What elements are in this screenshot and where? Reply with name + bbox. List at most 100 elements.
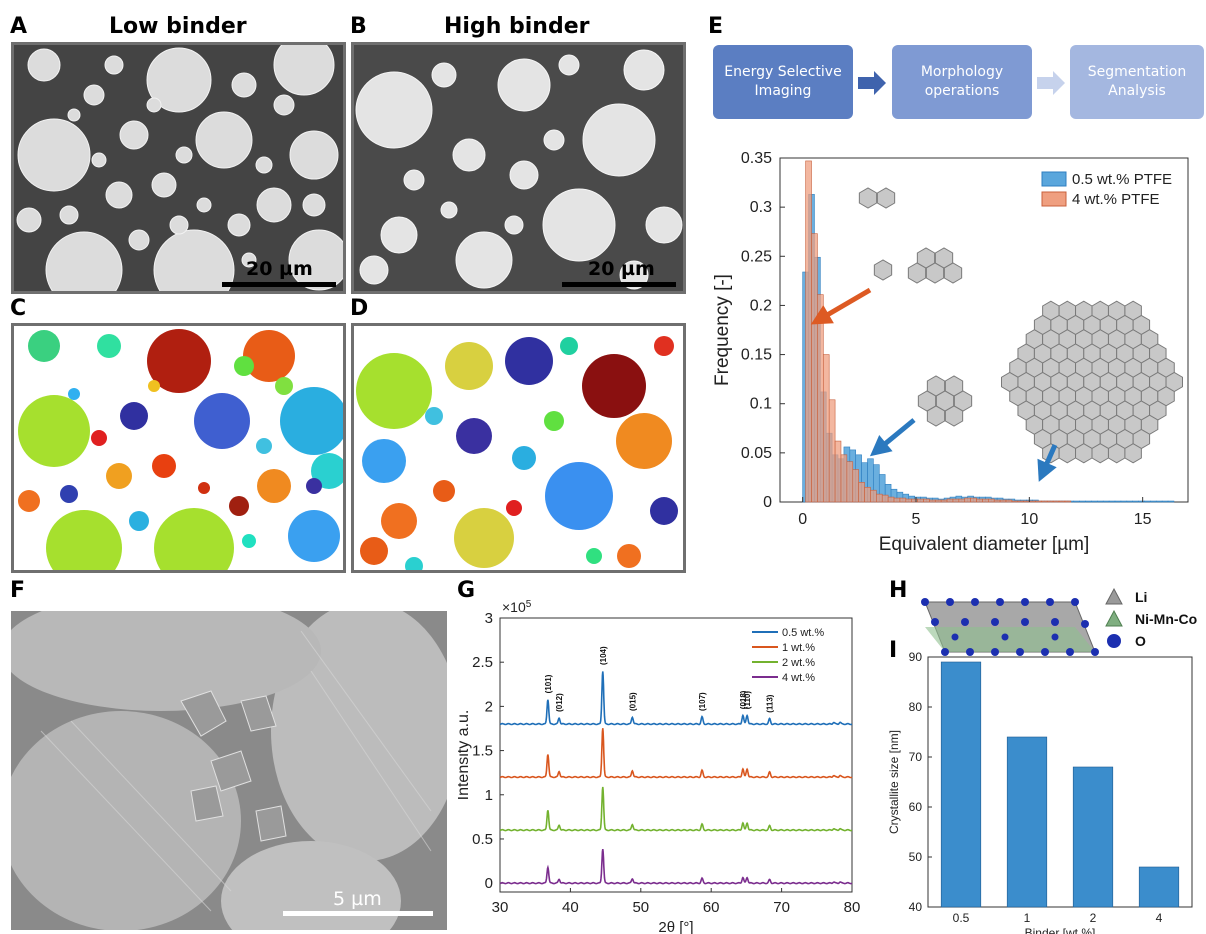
histogram-bar bbox=[899, 497, 907, 503]
histogram-bar bbox=[852, 469, 859, 503]
histogram-bar bbox=[1041, 500, 1048, 503]
x-tick-label: 0 bbox=[798, 511, 807, 528]
legend-o-label: O bbox=[1135, 633, 1146, 649]
y-tick-label: 0.35 bbox=[741, 150, 772, 167]
histogram-bar bbox=[1029, 500, 1036, 503]
flow-step-energy-selective-imaging: Energy Selective Imaging bbox=[713, 45, 853, 119]
x-tick-label: 50 bbox=[632, 899, 649, 916]
panel-letter-g: G bbox=[457, 578, 476, 603]
legend-label: 4 wt.% bbox=[782, 672, 815, 684]
chart-crystallite-size: 0.5 1 2 4 40 50 60 70 80 90 Binder [wt.%] Crystalli… bbox=[887, 650, 1193, 934]
histogram-bar bbox=[1155, 500, 1163, 503]
scalebar-label-f: 5 µm bbox=[333, 888, 382, 910]
histogram-bar bbox=[1161, 500, 1169, 503]
histogram-bar bbox=[970, 497, 977, 503]
histogram-bar bbox=[1150, 500, 1157, 503]
hexagon-cluster-large bbox=[1091, 443, 1109, 464]
histogram-bar bbox=[982, 498, 989, 503]
xrd-series-line bbox=[499, 728, 853, 779]
hexagon-cluster-large bbox=[1075, 443, 1093, 464]
histogram-bar bbox=[858, 482, 865, 503]
histogram-bar bbox=[1046, 500, 1054, 503]
sem-particles-low bbox=[14, 45, 343, 291]
histogram-bar bbox=[993, 499, 1001, 503]
histogram-bar bbox=[940, 499, 948, 503]
x-tick-label: 4 bbox=[1156, 911, 1163, 925]
sem-image-high-binder: 20 µm bbox=[351, 42, 686, 294]
y-axis-label: Intensity a.u. bbox=[458, 710, 472, 801]
scalebar-label-b: 20 µm bbox=[588, 258, 655, 280]
peak-label: (101) bbox=[544, 674, 553, 693]
flow-arrow-2 bbox=[1037, 71, 1065, 95]
arrow-to-medium-particles-head bbox=[869, 435, 893, 457]
histogram-bar bbox=[1023, 500, 1030, 503]
y-tick-label: 3 bbox=[485, 610, 493, 627]
histogram-bar bbox=[840, 454, 848, 503]
y-tick-label: 2 bbox=[485, 698, 493, 715]
flow-step-segmentation-analysis: Segmentation Analysis bbox=[1070, 45, 1204, 119]
arrow-to-small-particles-head bbox=[810, 305, 834, 325]
histogram-bar bbox=[999, 499, 1007, 503]
arrow-to-small-particles bbox=[820, 287, 872, 321]
legend-label-series-2: 4 wt.% PTFE bbox=[1072, 191, 1160, 208]
hexagon-cluster-large bbox=[1107, 443, 1126, 464]
histogram-bar bbox=[1097, 500, 1104, 503]
legend-o-icon bbox=[1107, 634, 1121, 648]
y-tick-label: 0.2 bbox=[750, 297, 772, 314]
histogram-bar bbox=[876, 493, 883, 503]
histogram-bar bbox=[870, 489, 877, 503]
y-tick-label: 90 bbox=[909, 650, 923, 664]
y-tick-label: 70 bbox=[909, 750, 923, 764]
histogram-bar bbox=[1073, 500, 1080, 503]
peak-label: (113) bbox=[766, 694, 775, 713]
scalebar-line-a bbox=[222, 282, 336, 287]
hexagon-cluster-small bbox=[907, 262, 927, 284]
flow-step-morphology-operations: Morphology operations bbox=[892, 45, 1032, 119]
y-axis-exponent: ×105 bbox=[502, 599, 532, 616]
chart-xrd-patterns: 0 0.5 1 1.5 2 2.5 3 30 40 50 60 70 80 ×105 2θ [°] Inten… bbox=[458, 599, 860, 934]
histogram-bar bbox=[946, 498, 954, 503]
peak-label: (104) bbox=[599, 646, 608, 665]
histogram-bar bbox=[805, 160, 812, 503]
crystallite-bar bbox=[940, 661, 982, 908]
x-axis-label: Equivalent diameter [µm] bbox=[879, 534, 1090, 555]
y-tick-label: 0.25 bbox=[741, 248, 772, 265]
histogram-bar bbox=[976, 498, 983, 503]
legend-swatch-series-2 bbox=[1041, 191, 1067, 207]
histogram-bar bbox=[1017, 500, 1024, 503]
histogram-bar bbox=[1108, 500, 1116, 503]
legend-swatch-series-1 bbox=[1041, 171, 1067, 187]
panel-letter-e: E bbox=[708, 14, 724, 39]
histogram-bar bbox=[1058, 500, 1066, 503]
hexagon-cluster-large bbox=[1058, 443, 1077, 464]
x-tick-label: 70 bbox=[773, 899, 790, 916]
xrd-series-line bbox=[499, 671, 853, 726]
y-tick-label: 1.5 bbox=[472, 743, 493, 760]
y-tick-label: 40 bbox=[909, 900, 923, 914]
y-tick-label: 2.5 bbox=[472, 654, 493, 671]
y-tick-label: 50 bbox=[909, 850, 923, 864]
x-tick-label: 30 bbox=[492, 899, 509, 916]
histogram-bar bbox=[1035, 500, 1042, 503]
peak-label: (110) bbox=[743, 691, 752, 710]
panel-letter-d: D bbox=[350, 296, 369, 321]
x-tick-label: 1 bbox=[1024, 911, 1031, 925]
histogram-bar bbox=[923, 498, 930, 503]
histogram-bar bbox=[917, 498, 924, 503]
legend-label: 0.5 wt.% bbox=[782, 627, 824, 639]
hexagon-cluster-medium bbox=[926, 405, 946, 427]
histogram-bar bbox=[1114, 500, 1122, 503]
y-tick-label: 0 bbox=[763, 494, 772, 511]
histogram-bar bbox=[828, 399, 836, 503]
crystal-structure-illustration bbox=[921, 598, 1099, 656]
histogram-bar bbox=[817, 294, 824, 503]
peak-label: (107) bbox=[698, 692, 707, 711]
x-tick-label: 2 bbox=[1090, 911, 1097, 925]
panel-letter-a: A bbox=[10, 14, 28, 39]
hexagon-cluster-small bbox=[943, 262, 963, 284]
histogram-bar bbox=[1079, 500, 1086, 503]
panel-letter-f: F bbox=[10, 578, 26, 603]
y-tick-label: 0 bbox=[485, 875, 493, 892]
histogram-bar bbox=[893, 497, 901, 503]
histogram-bar bbox=[1167, 500, 1175, 503]
